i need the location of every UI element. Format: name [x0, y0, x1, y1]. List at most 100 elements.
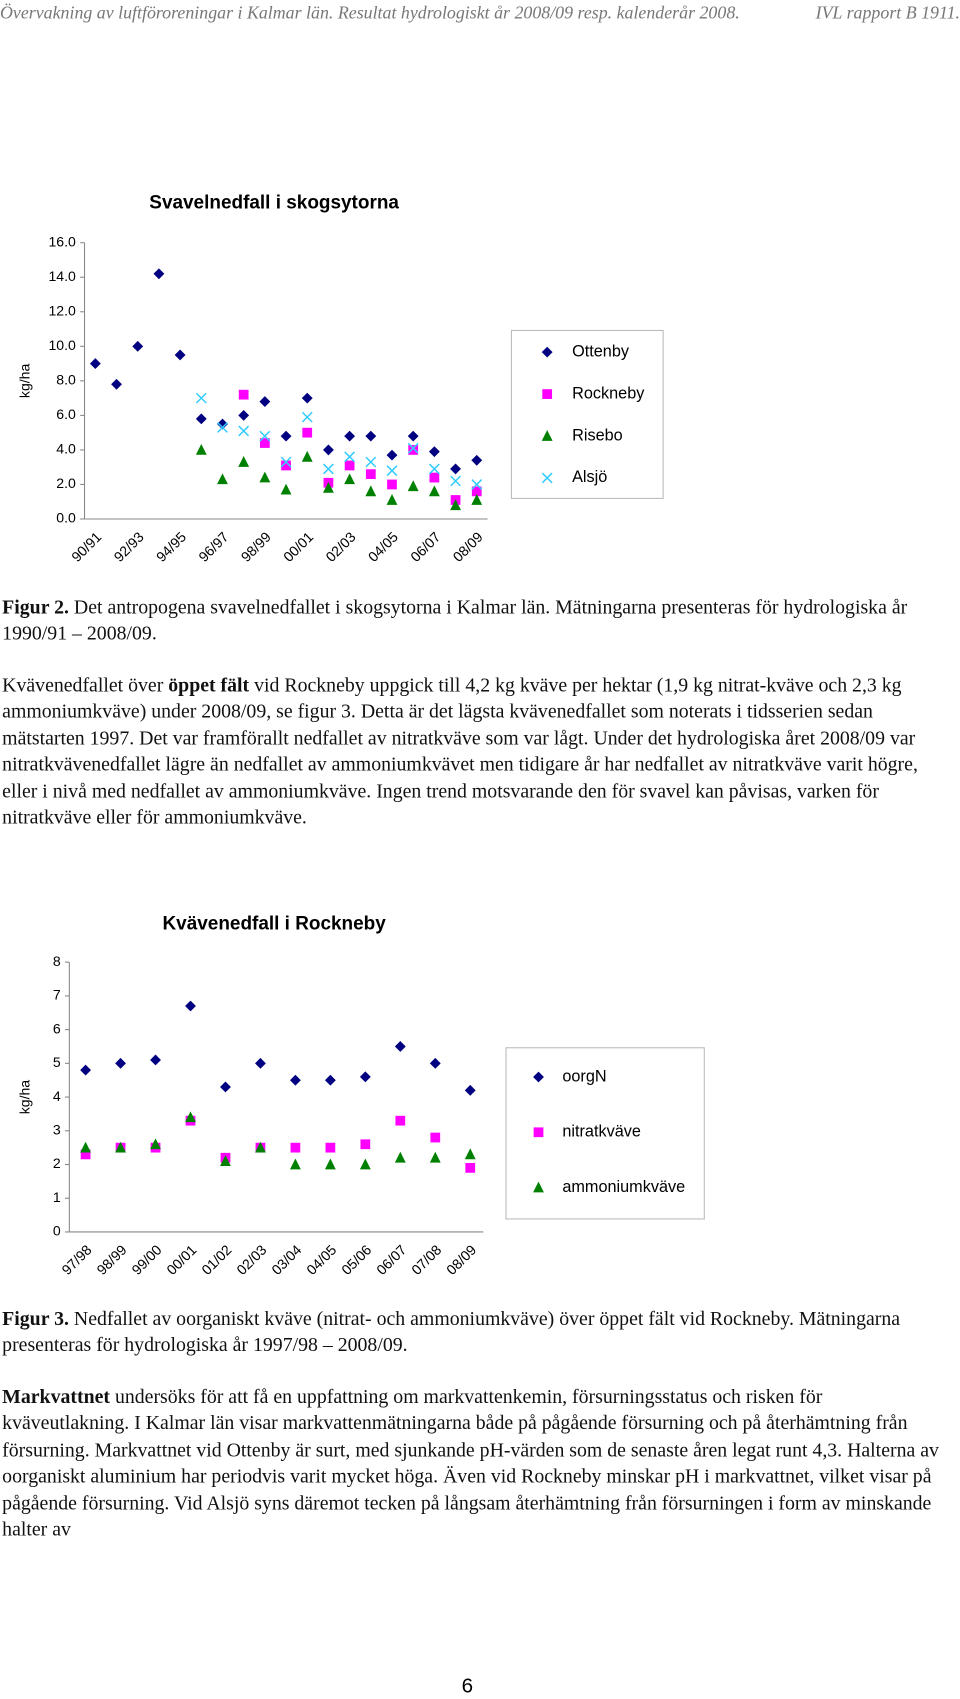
data-point: [195, 392, 207, 404]
data-point: [428, 485, 440, 497]
data-point: [394, 1151, 406, 1163]
data-point: [89, 358, 101, 370]
text-block: Figur 2. Det antropogena svavelnedfallet…: [2, 594, 947, 647]
data-point: [115, 1141, 126, 1153]
x-tick-label: 07/08: [408, 1242, 444, 1278]
x-tick-label: 02/03: [233, 1242, 269, 1278]
data-point: [344, 473, 356, 485]
y-tick-label: 16.0: [48, 233, 76, 249]
data-point: [238, 425, 250, 437]
x-tick-label: 94/95: [153, 529, 189, 565]
legend-box: [510, 329, 664, 499]
x-tick-label: 97/98: [58, 1242, 94, 1278]
x-tick-label: 01/02: [198, 1242, 234, 1278]
y-tick-label: 2.0: [56, 475, 76, 491]
y-tick-label: 1: [53, 1189, 61, 1205]
y-tick-label: 5: [53, 1054, 61, 1070]
data-point: [132, 340, 144, 352]
legend-label: oorgN: [562, 1067, 606, 1085]
data-point: [301, 450, 313, 462]
bold-text: Figur 3.: [2, 1307, 69, 1330]
data-point: [323, 481, 334, 493]
data-point: [238, 409, 250, 421]
data-point: [80, 1064, 92, 1076]
data-point: [471, 454, 483, 466]
y-tick-label: 7: [53, 987, 61, 1003]
data-point: [429, 1151, 441, 1163]
y-tick-label: 3: [53, 1122, 61, 1138]
data-point: [450, 475, 461, 487]
x-tick-label: 96/97: [195, 529, 231, 565]
data-point: [302, 427, 313, 438]
data-point: [323, 463, 334, 475]
legend-label: Risebo: [572, 426, 623, 444]
text: Nedfallet av oorganiskt kväve (nitrat- o…: [2, 1307, 901, 1356]
data-point: [407, 430, 419, 442]
data-point: [407, 442, 419, 454]
data-point: [238, 456, 250, 467]
y-tick-label: 6: [53, 1020, 61, 1036]
data-point: [360, 1139, 371, 1150]
x-tick-label: 08/09: [443, 1242, 479, 1278]
text-block: Figur 3. Nedfallet av oorganiskt kväve (…: [2, 1306, 947, 1359]
legend-marker: [542, 389, 553, 399]
data-point: [386, 465, 398, 477]
data-point: [365, 469, 376, 479]
data-point: [324, 1074, 336, 1086]
data-point: [255, 1141, 266, 1153]
data-point: [323, 444, 334, 456]
y-tick-label: 12.0: [48, 303, 76, 319]
data-point: [238, 389, 249, 400]
data-point: [259, 438, 270, 448]
data-point: [464, 1148, 476, 1160]
y-tick-label: 8: [53, 953, 61, 969]
y-tick-label: 6.0: [56, 406, 76, 422]
data-point: [471, 479, 483, 490]
data-point: [325, 1142, 336, 1153]
x-tick-label: 04/05: [303, 1242, 339, 1278]
data-point: [150, 1138, 161, 1150]
data-point: [365, 430, 377, 442]
y-tick-label: 4.0: [56, 441, 76, 457]
data-point: [280, 483, 292, 495]
legend-marker: [541, 472, 553, 484]
data-point: [185, 1000, 196, 1012]
header-right: IVL rapport B 1911.: [815, 2, 960, 23]
data-point: [471, 486, 482, 497]
data-point: [220, 1155, 231, 1167]
data-point: [387, 479, 397, 490]
data-point: [301, 411, 313, 423]
data-point: [359, 1071, 371, 1083]
header-left: Övervakning av luftföroreningar i Kalmar…: [0, 2, 740, 23]
bold-text: öppet fält: [168, 673, 250, 696]
data-point: [289, 1158, 301, 1170]
data-point: [464, 1084, 476, 1096]
x-tick-label: 92/93: [111, 529, 147, 565]
y-tick-label: 0: [53, 1223, 61, 1239]
data-point: [80, 1141, 92, 1153]
y-tick-label: 0.0: [56, 510, 76, 526]
y-tick-label: 14.0: [48, 268, 76, 284]
y-tick-label: 10.0: [48, 337, 76, 353]
text: vid Rockneby uppgick till 4,2 kg kväve p…: [2, 673, 918, 828]
legend-label: Rockneby: [572, 384, 645, 402]
bold-text: Markvattnet: [2, 1385, 110, 1408]
x-tick-label: 00/01: [280, 529, 316, 565]
legend-label: Ottenby: [572, 342, 630, 360]
data-point: [408, 445, 419, 455]
data-point: [344, 430, 356, 442]
data-point: [150, 1054, 161, 1066]
data-point: [450, 499, 461, 511]
text-block: Kvävenedfallet över öppet fält vid Rockn…: [2, 672, 947, 831]
data-point: [407, 480, 419, 492]
chart-title: Svavelnedfall i skogsytorna: [149, 193, 399, 214]
text: undersöks för att få en uppfattning om m…: [2, 1385, 939, 1540]
data-point: [450, 463, 461, 475]
data-point: [465, 1163, 476, 1173]
data-point: [301, 392, 313, 404]
text: Det antropogena svavelnedfallet i skogsy…: [2, 595, 908, 645]
text: Kvävenedfallet över: [2, 673, 169, 696]
x-tick-label: 98/99: [93, 1242, 129, 1278]
data-point: [365, 456, 377, 468]
legend-marker: [533, 1127, 544, 1138]
